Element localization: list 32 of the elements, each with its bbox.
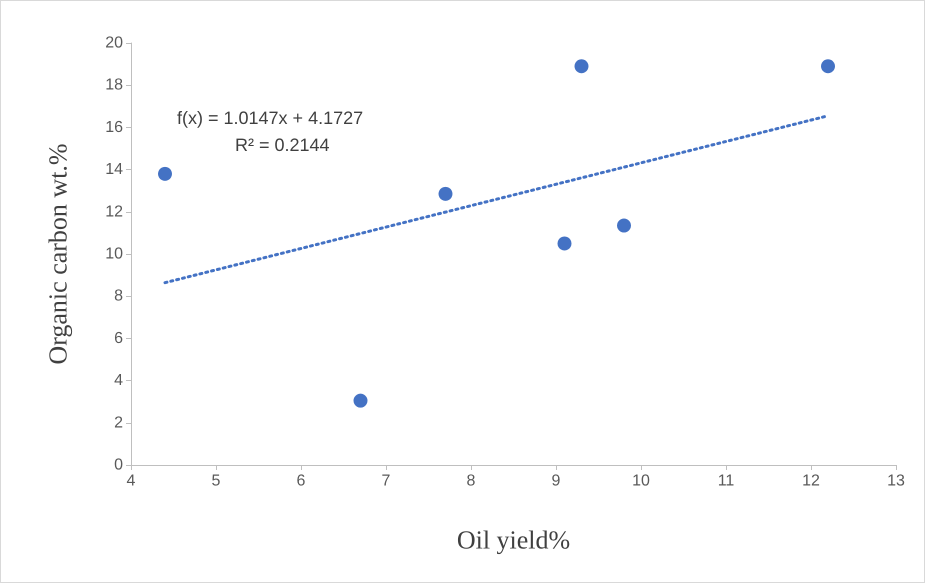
point [558,236,572,250]
x-tick-label: 12 [802,472,820,490]
y-tick-label: 4 [114,372,124,390]
x-tick-label: 9 [552,472,561,490]
x-tick-label: 5 [212,472,221,490]
y-tick-label: 18 [105,76,124,94]
y-tick-label: 6 [114,330,124,347]
x-tick-label: 11 [718,472,734,490]
x-tick-label: 8 [466,472,476,490]
point [821,59,835,74]
point [158,166,172,181]
point [574,59,588,74]
y-tick-label: 8 [114,288,124,305]
x-tick-label: 6 [296,472,306,490]
x-tick-label: 13 [887,472,905,490]
annotation: R² = 0.2144 [235,135,330,155]
y-tick-label: 10 [105,246,124,262]
point [617,218,631,233]
x-axis-title: Oil yield% [456,526,570,554]
x-tick-label: 7 [382,472,391,490]
point [438,186,452,201]
y-tick-label: 2 [114,414,124,432]
y-tick-label: 16 [105,118,124,136]
annotation: f(x) = 1.0147x + 4.1727 [177,108,364,128]
x-tick-label: 4 [126,472,136,490]
point [354,394,368,408]
y-tick-label: 20 [105,34,124,52]
y-tick-label: 0 [114,456,124,474]
x-tick-label: 10 [632,472,650,490]
y-tick-label: 14 [105,161,124,178]
y-axis-title: Organic carbon wt.% [44,143,72,365]
y-tick-label: 12 [105,203,124,220]
